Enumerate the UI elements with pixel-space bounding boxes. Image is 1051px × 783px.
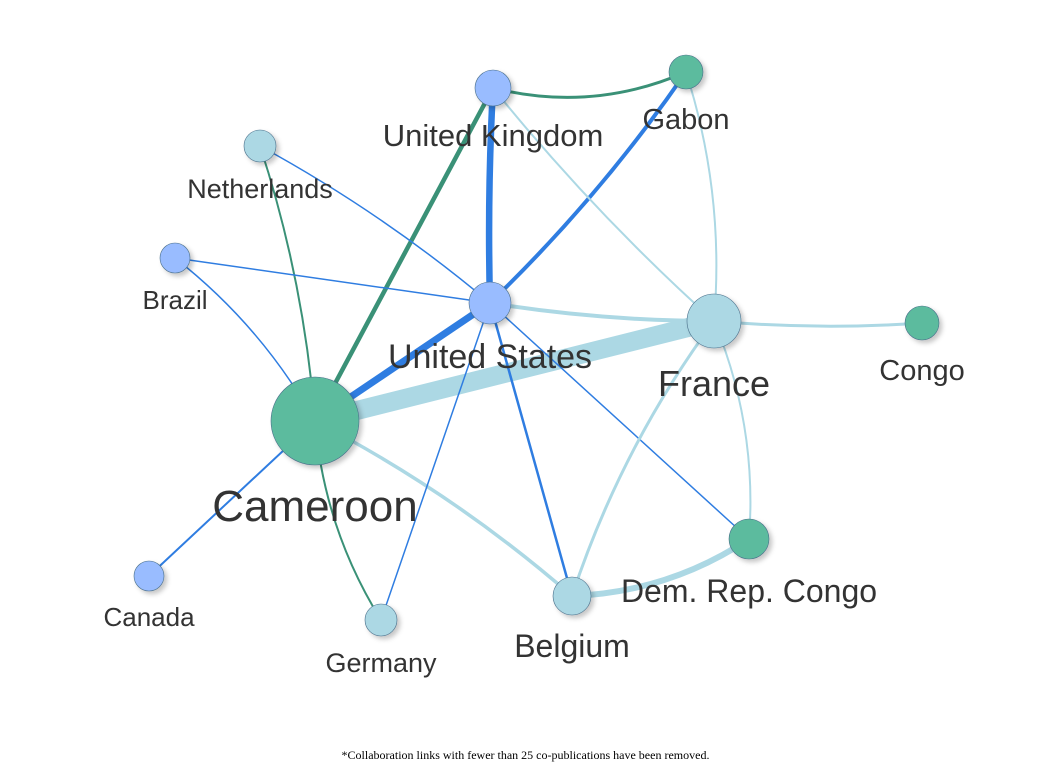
- node-label-dem-rep-congo: Dem. Rep. Congo: [621, 573, 877, 609]
- node-france[interactable]: [686, 293, 742, 349]
- nodes-layer: [133, 54, 940, 637]
- node-label-brazil: Brazil: [142, 285, 207, 315]
- node-united-states[interactable]: [468, 281, 512, 325]
- node-label-netherlands: Netherlands: [187, 174, 333, 204]
- edge-united-kingdom-gabon: [491, 70, 688, 99]
- node-cameroon[interactable]: [270, 376, 360, 466]
- node-label-united-kingdom: United Kingdom: [383, 118, 604, 153]
- node-belgium[interactable]: [552, 576, 592, 616]
- edge-united-states-brazil: [174, 257, 491, 304]
- node-label-canada: Canada: [103, 602, 195, 632]
- node-united-kingdom[interactable]: [474, 69, 512, 107]
- edge-united-states-germany: [380, 302, 491, 621]
- edge-united-kingdom-france: [492, 87, 715, 322]
- node-gabon[interactable]: [668, 54, 704, 90]
- node-label-gabon: Gabon: [642, 104, 729, 136]
- node-dem-rep-congo[interactable]: [728, 518, 770, 560]
- node-brazil[interactable]: [159, 242, 191, 274]
- labels-layer: Cameroon United States France United Kingdo…: [103, 104, 964, 678]
- edge-united-states-united-kingdom: [485, 84, 497, 307]
- edge-united-states-dem-rep-congo: [489, 302, 750, 540]
- edge-france-dem-rep-congo: [713, 320, 752, 540]
- edge-gabon-france: [685, 71, 718, 322]
- node-label-cameroon: Cameroon: [212, 482, 417, 531]
- node-germany[interactable]: [364, 603, 398, 637]
- edge-united-states-gabon: [488, 70, 688, 305]
- node-label-congo: Congo: [879, 355, 964, 387]
- node-canada[interactable]: [133, 560, 165, 592]
- edge-united-states-netherlands: [259, 145, 491, 304]
- node-label-france: France: [658, 363, 770, 404]
- edge-cameroon-united-kingdom: [312, 85, 496, 424]
- node-congo[interactable]: [904, 305, 940, 341]
- edge-united-states-belgium: [488, 301, 574, 598]
- edge-united-states-france: [488, 301, 716, 323]
- footnote: *Collaboration links with fewer than 25 …: [341, 748, 710, 762]
- edge-cameroon-france: [305, 311, 724, 431]
- node-label-germany: Germany: [325, 648, 437, 678]
- node-label-belgium: Belgium: [514, 628, 630, 664]
- node-netherlands[interactable]: [243, 129, 277, 163]
- edge-france-belgium: [570, 319, 716, 598]
- edge-belgium-dem-rep-congo: [569, 536, 752, 599]
- node-label-united-states: United States: [388, 338, 592, 376]
- edge-france-congo: [712, 319, 924, 328]
